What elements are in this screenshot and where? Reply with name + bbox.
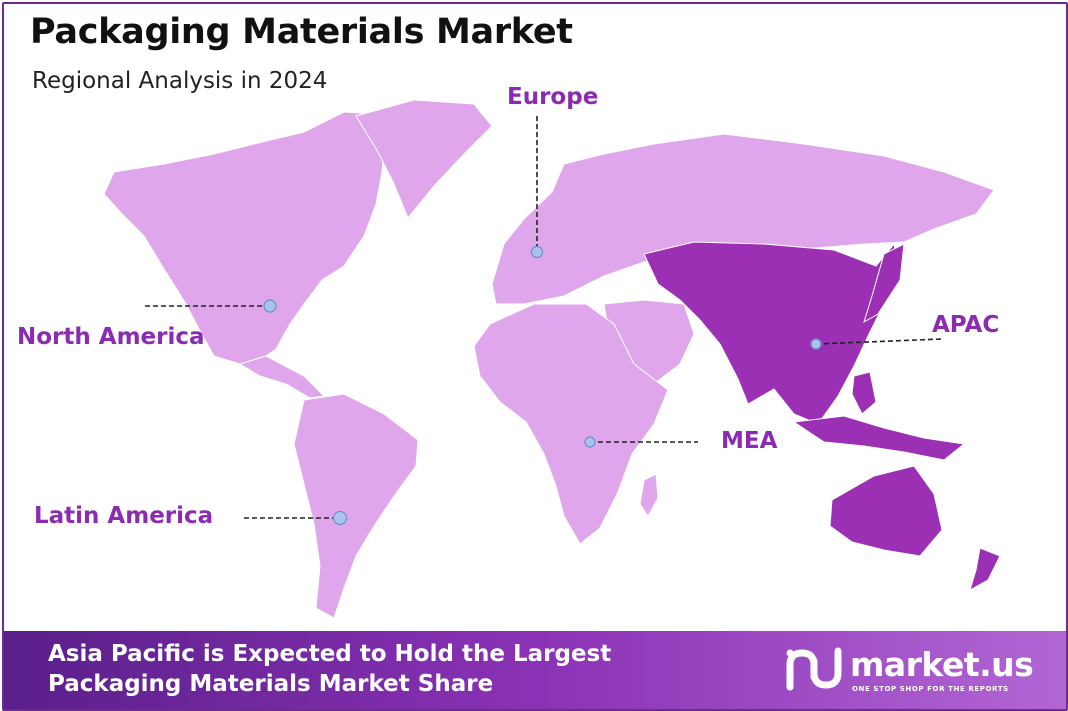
region-markers (263, 245, 822, 526)
europe-label: Europe (507, 84, 599, 110)
land-highlight-apac (643, 241, 1001, 592)
asia-pacific-landmass (643, 241, 901, 425)
north-america-landmass (103, 111, 385, 365)
leader-lines (145, 116, 943, 519)
mea-marker (584, 436, 596, 448)
australia-landmass (829, 465, 943, 557)
apac-marker (810, 338, 822, 350)
africa-landmass (473, 303, 669, 545)
north-america-marker (263, 299, 277, 313)
footer-banner: Asia Pacific is Expected to Hold the Lar… (4, 631, 1066, 709)
market-us-logo-icon (786, 647, 842, 691)
north-america-label: North America (17, 324, 205, 350)
europe-marker (530, 245, 544, 259)
central-america-landmass (238, 355, 326, 399)
chart-title: Packaging Materials Market (30, 12, 573, 52)
chart-subtitle: Regional Analysis in 2024 (32, 68, 328, 94)
latin-america-marker (332, 510, 348, 526)
philippines-landmass (851, 371, 877, 415)
south-america-landmass (293, 393, 419, 619)
brand-tagline: ONE STOP SHOP FOR THE REPORTS (852, 685, 1009, 693)
madagascar-landmass (639, 473, 659, 517)
footer-line-1: Asia Pacific is Expected to Hold the Lar… (48, 641, 612, 667)
footer-line-2: Packaging Materials Market Share (48, 671, 494, 697)
world-map (103, 99, 1001, 619)
apac-label: APAC (932, 312, 1000, 338)
mea-label: MEA (721, 428, 778, 454)
brand-name: market.us (850, 645, 1034, 684)
land-light (103, 99, 995, 619)
japan-landmass (863, 243, 905, 324)
latin-america-label: Latin America (34, 503, 214, 529)
indonesia-landmass (792, 415, 966, 461)
new-zealand-landmass (969, 547, 1001, 592)
greenland-landmass (355, 99, 493, 219)
brand-block: market.us ONE STOP SHOP FOR THE REPORTS (784, 645, 1044, 697)
apac-leader-line (815, 338, 943, 345)
eurasia-landmass (491, 133, 995, 305)
footer-message: Asia Pacific is Expected to Hold the Lar… (48, 639, 611, 699)
